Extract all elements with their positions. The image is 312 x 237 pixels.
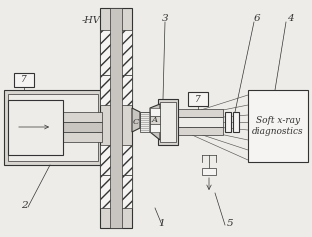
Polygon shape (150, 108, 160, 116)
Bar (62, 132, 102, 142)
Text: Soft x-ray
diagnostics: Soft x-ray diagnostics (252, 116, 304, 137)
Bar (4, 90, 102, 165)
Bar (178, 127, 223, 135)
Bar (178, 117, 223, 127)
Polygon shape (150, 116, 160, 124)
Text: C: C (133, 118, 139, 126)
Text: 5: 5 (227, 219, 233, 228)
Polygon shape (100, 175, 132, 208)
Text: 1: 1 (159, 219, 165, 228)
Text: 3: 3 (162, 14, 168, 23)
Text: 2: 2 (21, 201, 27, 210)
Bar (160, 102, 176, 142)
Text: 6: 6 (254, 14, 260, 23)
Bar (248, 90, 308, 162)
Bar (62, 112, 102, 122)
Bar (188, 92, 208, 106)
Polygon shape (100, 75, 132, 105)
Bar (8, 100, 63, 155)
Polygon shape (100, 30, 132, 75)
Text: 7: 7 (195, 95, 201, 104)
Bar (62, 122, 102, 132)
Text: 7: 7 (21, 76, 27, 85)
Polygon shape (150, 104, 160, 140)
Bar (178, 109, 223, 117)
Bar (225, 112, 231, 132)
Text: -HV: -HV (82, 16, 101, 25)
Bar (158, 99, 178, 145)
Text: A: A (152, 116, 158, 124)
Polygon shape (132, 108, 140, 132)
Bar (14, 73, 34, 87)
Bar (233, 112, 239, 132)
Text: 4: 4 (287, 14, 293, 23)
Bar (110, 8, 122, 228)
Bar (140, 112, 150, 132)
Bar (202, 168, 216, 175)
Bar (8, 94, 98, 161)
Polygon shape (150, 124, 160, 132)
Polygon shape (100, 145, 132, 175)
Bar (100, 8, 132, 228)
